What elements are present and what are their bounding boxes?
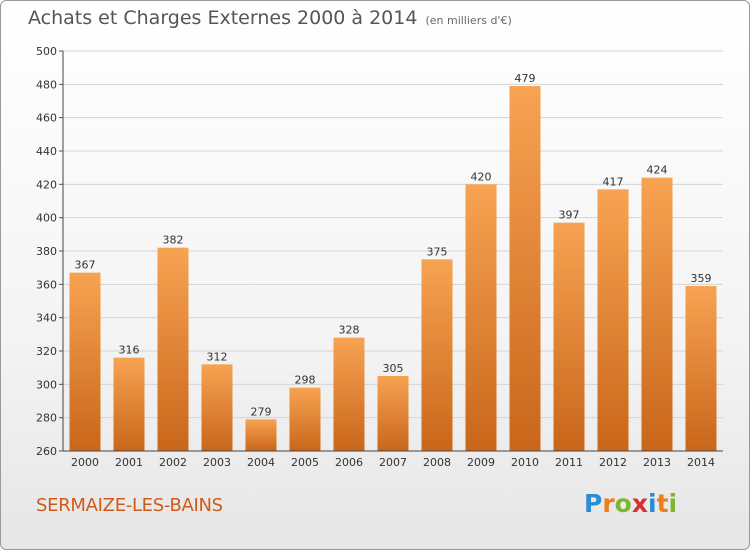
value-label: 367 bbox=[75, 259, 96, 272]
y-tick-label: 500 bbox=[36, 45, 57, 58]
y-tick-label: 480 bbox=[36, 78, 57, 91]
x-tick-label: 2001 bbox=[115, 456, 143, 469]
y-tick-label: 340 bbox=[36, 312, 57, 325]
value-label: 424 bbox=[647, 164, 668, 177]
value-label: 420 bbox=[471, 170, 492, 183]
x-tick-label: 2009 bbox=[467, 456, 495, 469]
value-label: 382 bbox=[163, 234, 184, 247]
y-tick-label: 280 bbox=[36, 412, 57, 425]
proxiti-logo: Proxiti bbox=[584, 489, 677, 518]
bar bbox=[509, 86, 541, 451]
logo-letter: o bbox=[614, 489, 632, 518]
bar bbox=[69, 272, 101, 451]
value-labels: 367 316 382 312 279 298 328 305 375 420 479 397 417 4… bbox=[75, 72, 712, 418]
value-label: 312 bbox=[207, 350, 228, 363]
value-label: 417 bbox=[603, 175, 624, 188]
y-tick-label: 300 bbox=[36, 378, 57, 391]
logo-letter: x bbox=[631, 489, 648, 518]
y-tick-label: 420 bbox=[36, 178, 57, 191]
value-label: 397 bbox=[559, 209, 580, 222]
logo-letter: t bbox=[656, 489, 669, 518]
y-tick-label: 400 bbox=[36, 212, 57, 225]
value-label: 375 bbox=[427, 245, 448, 258]
y-tick-labels: 260 280 300 320 340 360 380 400 420 440 460 480 500 bbox=[36, 45, 57, 458]
x-tick-label: 2002 bbox=[159, 456, 187, 469]
bar bbox=[157, 247, 189, 451]
bar bbox=[553, 222, 585, 451]
y-tick-label: 380 bbox=[36, 245, 57, 258]
x-tick-label: 2014 bbox=[687, 456, 715, 469]
x-tick-label: 2005 bbox=[291, 456, 319, 469]
bar bbox=[333, 337, 365, 451]
x-tick-label: 2003 bbox=[203, 456, 231, 469]
bar bbox=[113, 357, 145, 451]
x-tick-label: 2000 bbox=[71, 456, 99, 469]
city-name: SERMAIZE-LES-BAINS bbox=[36, 495, 223, 516]
logo-letter: i bbox=[648, 489, 657, 518]
value-label: 479 bbox=[515, 72, 536, 85]
axes bbox=[62, 51, 723, 452]
x-tick-label: 2008 bbox=[423, 456, 451, 469]
bar bbox=[641, 177, 673, 451]
y-tick-label: 360 bbox=[36, 278, 57, 291]
value-label: 316 bbox=[119, 344, 140, 357]
bar bbox=[289, 387, 321, 451]
bar bbox=[201, 364, 233, 451]
y-tick-label: 460 bbox=[36, 112, 57, 125]
x-tick-label: 2013 bbox=[643, 456, 671, 469]
chart-title: Achats et Charges Externes 2000 à 2014 (e… bbox=[28, 7, 512, 29]
logo-letter: P bbox=[584, 489, 603, 518]
value-label: 305 bbox=[383, 362, 404, 375]
value-label: 279 bbox=[251, 405, 272, 418]
x-tick-label: 2007 bbox=[379, 456, 407, 469]
y-tick-label: 440 bbox=[36, 145, 57, 158]
logo-letter: r bbox=[602, 489, 615, 518]
x-tick-labels: 2000 2001 2002 2003 2004 2005 2006 2007 2008 2009… bbox=[71, 456, 715, 469]
bar bbox=[597, 189, 629, 452]
bar bbox=[377, 376, 409, 451]
chart-title-text: Achats et Charges Externes 2000 à 2014 bbox=[28, 7, 418, 29]
bars bbox=[69, 86, 717, 452]
x-tick-label: 2006 bbox=[335, 456, 363, 469]
logo-letter: i bbox=[668, 489, 678, 518]
value-label: 328 bbox=[339, 324, 360, 337]
bar bbox=[421, 259, 453, 451]
bar bbox=[245, 419, 277, 451]
bar bbox=[685, 286, 717, 451]
value-label: 359 bbox=[691, 272, 712, 285]
x-tick-label: 2012 bbox=[599, 456, 627, 469]
value-label: 298 bbox=[295, 374, 316, 387]
y-tick-label: 260 bbox=[36, 445, 57, 458]
x-tick-label: 2011 bbox=[555, 456, 583, 469]
x-tick-label: 2004 bbox=[247, 456, 275, 469]
x-tick-label: 2010 bbox=[511, 456, 539, 469]
bar bbox=[465, 184, 497, 452]
y-tick-label: 320 bbox=[36, 345, 57, 358]
chart-subtitle: (en milliers d'€) bbox=[425, 14, 512, 27]
